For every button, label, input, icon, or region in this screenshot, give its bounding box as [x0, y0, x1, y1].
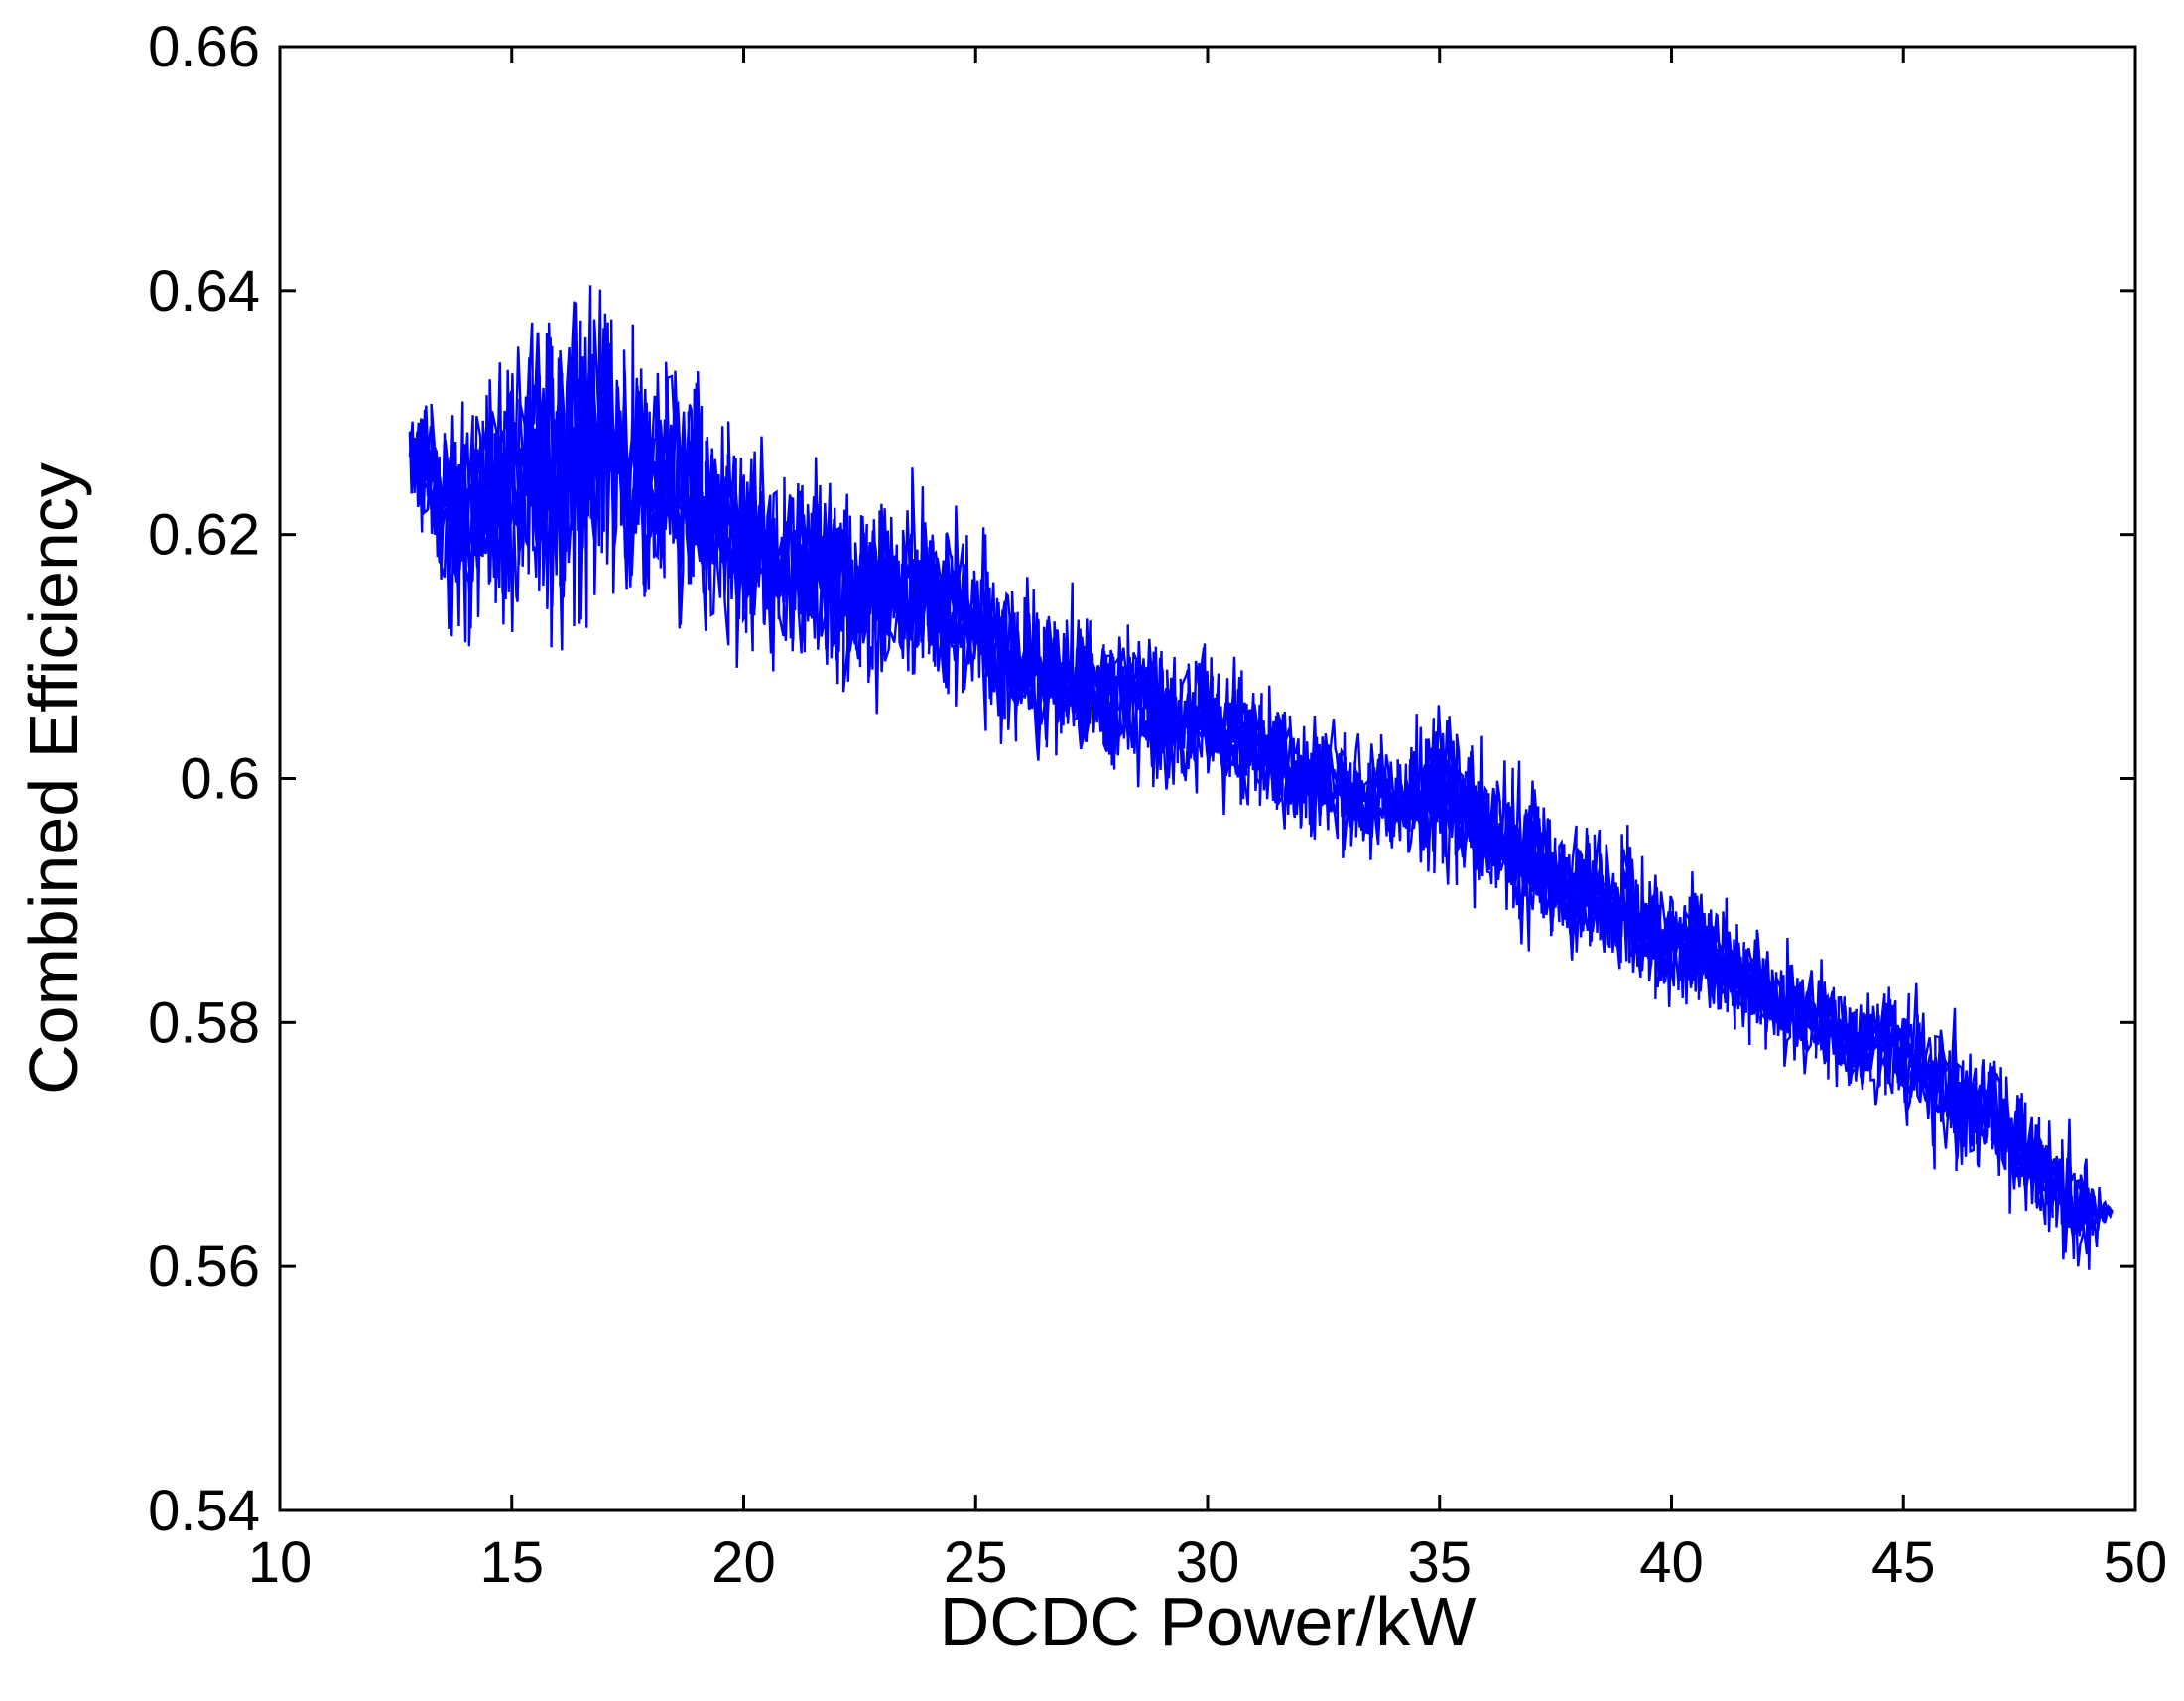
x-axis: 10 15 20 25 30 35 40 45 50 [248, 47, 2168, 1595]
x-tick-label: 15 [479, 1530, 544, 1595]
series-line [408, 285, 2114, 1270]
x-tick-label: 50 [2104, 1530, 2168, 1595]
y-axis-title: Combined Efficiency [15, 462, 92, 1095]
x-tick-label: 10 [248, 1530, 313, 1595]
x-tick-label: 25 [944, 1530, 1008, 1595]
x-tick-label: 45 [1871, 1530, 1936, 1595]
y-tick-label: 0.64 [148, 259, 260, 324]
x-tick-label: 30 [1176, 1530, 1240, 1595]
x-tick-label: 20 [711, 1530, 776, 1595]
x-tick-label: 40 [1639, 1530, 1704, 1595]
x-axis-title: DCDC Power/kW [940, 1583, 1477, 1660]
y-tick-label: 0.58 [148, 990, 260, 1055]
y-tick-label: 0.56 [148, 1235, 260, 1299]
y-tick-label: 0.54 [148, 1479, 260, 1543]
y-axis: 0.54 0.56 0.58 0.6 0.62 0.64 0.66 [148, 15, 2135, 1543]
y-tick-label: 0.66 [148, 15, 260, 79]
y-tick-label: 0.62 [148, 503, 260, 568]
y-tick-label: 0.6 [180, 747, 260, 812]
x-tick-label: 35 [1407, 1530, 1472, 1595]
series-layer [408, 285, 2114, 1270]
